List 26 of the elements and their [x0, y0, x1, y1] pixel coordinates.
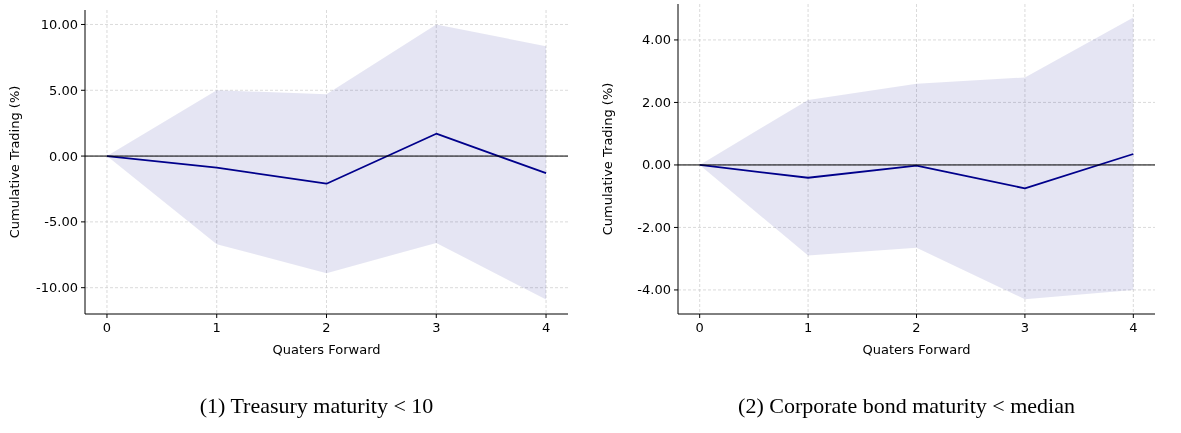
x-tick-label: 1 [212, 320, 221, 335]
x-tick-label: 3 [1020, 320, 1029, 335]
x-tick-label: 0 [102, 320, 112, 335]
text: (1) Treasury maturity < 10 [199, 393, 434, 418]
y-tick-label: 5.00 [49, 82, 78, 98]
x-tick-label: 2 [322, 320, 331, 335]
y-tick-label: 0.00 [49, 148, 78, 164]
y-tick-label: -5.00 [44, 214, 78, 230]
y-tick-label: 2.00 [641, 94, 671, 110]
text: (2) Corporate bond maturity < median [737, 393, 1075, 418]
y-tick-label: 4.00 [641, 32, 671, 48]
y-tick-label: 0.00 [641, 157, 671, 173]
x-tick-label: 4 [1128, 320, 1137, 335]
y-axis-title: Cumulative Trading (%) [599, 82, 615, 236]
x-tick-label: 1 [803, 320, 812, 335]
y-tick-label: 10.00 [40, 17, 78, 33]
x-tick-label: 4 [541, 320, 551, 335]
x-axis-title: Quaters Forward [272, 342, 381, 357]
y-tick-label: -4.00 [636, 282, 671, 298]
x-tick-label: 3 [432, 320, 441, 335]
x-tick-label: 2 [911, 320, 921, 335]
x-tick-label: 0 [695, 320, 704, 335]
y-tick-label: -10.00 [36, 280, 78, 296]
x-axis-title: Quaters Forward [861, 342, 971, 357]
y-tick-label: -2.00 [636, 219, 671, 235]
y-axis-title: Cumulative Trading (%) [7, 85, 22, 239]
